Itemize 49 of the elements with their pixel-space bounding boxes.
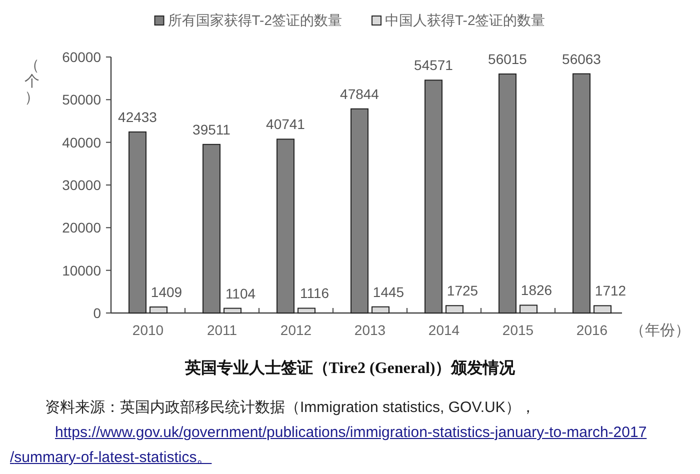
bar [298,308,316,314]
data-label: 1445 [372,284,404,300]
data-label: 1116 [300,285,330,302]
bar [150,306,168,314]
x-axis-title: （年份） [630,322,690,339]
legend-label: 所有国家获得T-2签证的数量 [168,12,342,28]
data-label: 42433 [118,108,158,125]
data-label: 47844 [340,86,380,102]
data-label: 56015 [488,51,528,68]
legend-label: 中国人获得T-2签证的数量 [385,12,546,28]
bar [128,131,146,314]
x-tick-label: 2014 [428,322,460,338]
text: 资料来源：英国内政部移民统计数据（Immigration statistics, GOV.UK）， [44,398,536,418]
data-label: 1712 [594,282,626,299]
data-label: 40741 [266,116,306,132]
bar [520,304,538,314]
bar [424,80,442,314]
y-tick-label: 20000 [62,220,102,236]
x-tick-label: 2015 [502,322,534,338]
data-label: 54571 [414,57,454,74]
y-tick-label: 40000 [62,134,102,150]
y-tick-label: 10000 [62,262,102,278]
text: 英国专业人士签证（Tire2 (General)）颁发情况 [184,359,516,377]
y-tick-label: 0 [93,305,102,321]
bar [276,138,294,314]
bar [224,308,242,314]
x-tick-label: 2013 [354,322,386,338]
x-tick-label: 2010 [132,322,164,338]
bar [372,306,390,314]
data-label: 39511 [192,121,231,138]
text: https://www.gov.uk/government/publications/immigration-statistics-january-to-march-2017/summary-of-latest-statistics。 [10,424,647,466]
y-tick-label: 60000 [62,49,102,65]
bar [594,305,612,314]
y-tick-label: 50000 [62,92,102,108]
x-tick-label: 2016 [576,322,608,338]
bar [572,73,590,314]
data-label: 1409 [150,284,182,300]
x-tick-label: 2012 [280,322,312,338]
y-tick-label: 30000 [62,177,102,193]
bar [350,108,368,314]
x-tick-label: 2011 [206,322,238,338]
data-label: 56063 [562,50,602,67]
data-label: 1826 [520,282,552,298]
data-label: 1725 [446,282,478,299]
bar [498,74,516,314]
y-axis-title: （个） [24,57,40,106]
bar [202,144,220,314]
data-label: 1104 [225,285,256,302]
bar [446,305,464,314]
